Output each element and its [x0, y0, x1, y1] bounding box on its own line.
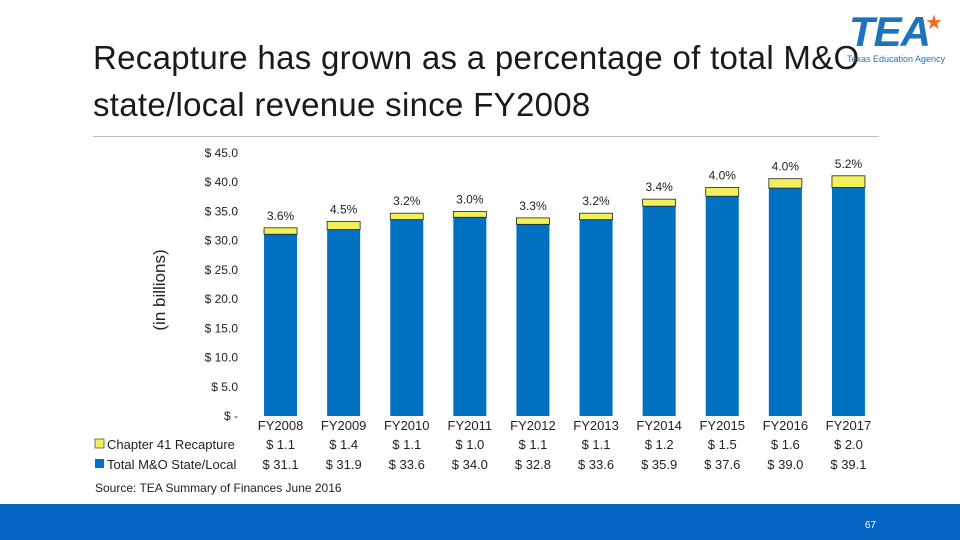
bar-recapture-fy2017 — [831, 175, 866, 188]
bar-total-fy2012 — [516, 224, 550, 416]
category-label: FY2015 — [699, 418, 745, 433]
table-cell-recapture: $ 2.0 — [834, 437, 863, 452]
category-label: FY2011 — [448, 418, 493, 433]
bar-total-fy2008 — [264, 234, 298, 416]
table-cell-total: $ 39.1 — [830, 457, 866, 472]
bar-total-fy2009 — [327, 229, 361, 416]
slide-title: Recapture has grown as a percentage of t… — [93, 39, 860, 123]
tea-logo: TEA ★ Texas Education Agency — [845, 8, 955, 68]
category-label: FY2010 — [384, 418, 430, 433]
y-tick-label: $ 35.0 — [205, 204, 239, 218]
bar-recapture-fy2010 — [389, 212, 424, 221]
source-note: Source: TEA Summary of Finances June 201… — [95, 481, 342, 495]
bar-recapture-fy2008 — [263, 227, 298, 235]
table-cell-total: $ 37.6 — [704, 457, 740, 472]
category-label: FY2017 — [826, 418, 872, 433]
bar-total-fy2017 — [831, 187, 865, 416]
table-cell-total: $ 32.8 — [515, 457, 551, 472]
table-cell-recapture: $ 1.2 — [645, 437, 674, 452]
logo-text: TEA — [849, 8, 931, 55]
table-cell-recapture: $ 1.4 — [329, 437, 358, 452]
bar-total-fy2013 — [579, 219, 613, 416]
stacked-bar-chart: $ - $ 5.0 $ 10.0 $ 15.0 $ 20.0 $ 25.0 $ 30.0 $ … — [94, 146, 872, 472]
percent-label: 3.0% — [456, 192, 484, 206]
y-tick-label: $ - — [224, 409, 238, 423]
bar-recapture-fy2016 — [768, 178, 803, 189]
bar-recapture-fy2014 — [642, 198, 677, 207]
footer-bar: 67 — [0, 504, 960, 540]
y-tick-label: $ 20.0 — [205, 292, 239, 306]
table-cell-recapture: $ 1.6 — [771, 437, 800, 452]
title-divider — [93, 136, 879, 137]
table-cell-recapture: $ 1.0 — [455, 437, 484, 452]
percent-label: 3.2% — [582, 194, 610, 208]
bar-total-fy2015 — [705, 196, 739, 416]
table-cell-total: $ 39.0 — [767, 457, 803, 472]
percent-label: 4.0% — [709, 168, 737, 182]
y-tick-label: $ 15.0 — [205, 321, 239, 335]
category-label: FY2013 — [573, 418, 619, 433]
bar-recapture-fy2013 — [579, 212, 613, 221]
table-cell-total: $ 33.6 — [578, 457, 614, 472]
table-cell-total: $ 33.6 — [389, 457, 425, 472]
category-label: FY2008 — [258, 418, 304, 433]
y-tick-label: $ 5.0 — [211, 380, 238, 394]
table-cell-recapture: $ 1.1 — [582, 437, 611, 452]
logo-subtitle: Texas Education Agency — [847, 54, 946, 64]
category-label: FY2014 — [636, 418, 682, 433]
page-number: 67 — [864, 520, 876, 531]
table-cell-recapture: $ 1.1 — [518, 437, 547, 452]
table-cell-total: $ 31.1 — [262, 457, 298, 472]
legend-label-total: Total M&O State/Local — [107, 457, 236, 472]
percent-label: 4.0% — [772, 160, 800, 174]
bar-recapture-fy2009 — [326, 220, 361, 230]
category-label: FY2016 — [763, 418, 809, 433]
percent-label: 3.2% — [393, 194, 421, 208]
percent-label: 4.5% — [330, 202, 358, 216]
percent-label: 3.4% — [645, 180, 673, 194]
legend-swatch-total — [95, 459, 104, 468]
table-cell-total: $ 35.9 — [641, 457, 677, 472]
table-cell-recapture: $ 1.1 — [266, 437, 295, 452]
legend-label-recapture: Chapter 41 Recapture — [107, 437, 235, 452]
percent-label: 3.6% — [267, 209, 295, 223]
percent-label: 5.2% — [835, 157, 863, 171]
texas-star-icon: ★ — [925, 12, 943, 34]
bar-total-fy2011 — [453, 217, 487, 416]
y-tick-label: $ 10.0 — [205, 351, 239, 365]
table-cell-recapture: $ 1.5 — [708, 437, 737, 452]
y-tick-label: $ 25.0 — [205, 263, 239, 277]
table-cell-total: $ 34.0 — [452, 457, 488, 472]
table-cell-total: $ 31.9 — [326, 457, 362, 472]
y-tick-label: $ 40.0 — [205, 175, 239, 189]
category-label: FY2012 — [510, 418, 556, 433]
bar-total-fy2010 — [390, 219, 424, 416]
bar-total-fy2014 — [642, 206, 676, 416]
table-cell-recapture: $ 1.1 — [392, 437, 421, 452]
bar-total-fy2016 — [768, 188, 802, 416]
bar-recapture-fy2011 — [452, 211, 487, 218]
bar-recapture-fy2015 — [705, 187, 740, 197]
bar-recapture-fy2012 — [516, 217, 550, 225]
category-label: FY2009 — [321, 418, 367, 433]
legend-swatch-recapture — [94, 438, 105, 449]
y-tick-label: $ 30.0 — [205, 234, 239, 248]
y-tick-label: $ 45.0 — [205, 146, 239, 160]
percent-label: 3.3% — [519, 199, 547, 213]
